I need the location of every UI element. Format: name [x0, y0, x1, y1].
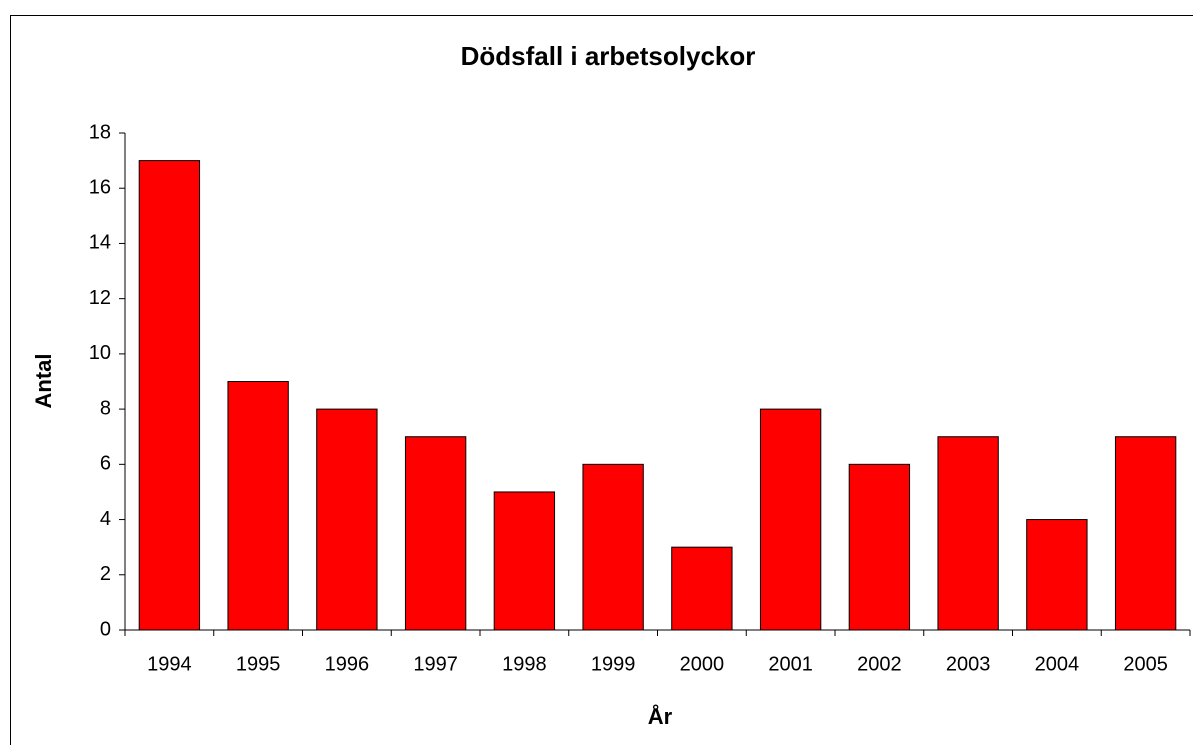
x-tick-label: 2003: [946, 653, 991, 675]
bar: [493, 491, 556, 631]
bar: [848, 463, 911, 631]
bar: [671, 546, 733, 631]
x-tick-label: 2004: [1035, 653, 1080, 675]
bar: [404, 436, 467, 631]
x-tick-label: 2001: [768, 653, 813, 675]
y-tick-label: 14: [89, 232, 111, 254]
y-tick-label: 12: [89, 287, 111, 309]
bar: [227, 381, 289, 631]
bar: [1026, 519, 1088, 631]
y-tick-label: 4: [100, 508, 111, 530]
bar: [937, 436, 999, 631]
x-tick-label: 1999: [591, 653, 636, 675]
y-tick-label: 2: [100, 563, 111, 585]
x-tick-label: 1998: [502, 653, 547, 675]
chart-title: Dödsfall i arbetsolyckor: [461, 41, 756, 71]
y-tick-label: 16: [89, 177, 111, 199]
x-tick-label: 2000: [680, 653, 725, 675]
bar: [1114, 436, 1177, 631]
x-tick-label: 1994: [147, 653, 192, 675]
x-tick-label: 1996: [325, 653, 370, 675]
bar: [582, 463, 644, 631]
bar: [316, 408, 378, 631]
y-tick-label: 18: [89, 121, 111, 143]
y-tick-label: 8: [100, 397, 111, 419]
x-axis-title: År: [648, 703, 673, 729]
y-axis-title: Antal: [31, 354, 56, 409]
y-tick-label: 0: [100, 618, 111, 640]
x-tick-label: 2005: [1123, 653, 1168, 675]
x-tick-label: 1997: [413, 653, 458, 675]
x-tick-label: 1995: [236, 653, 281, 675]
y-tick-label: 10: [89, 342, 111, 364]
x-tick-label: 2002: [857, 653, 902, 675]
bar: [759, 408, 822, 631]
bar: [138, 160, 201, 631]
y-tick-label: 6: [100, 453, 111, 475]
